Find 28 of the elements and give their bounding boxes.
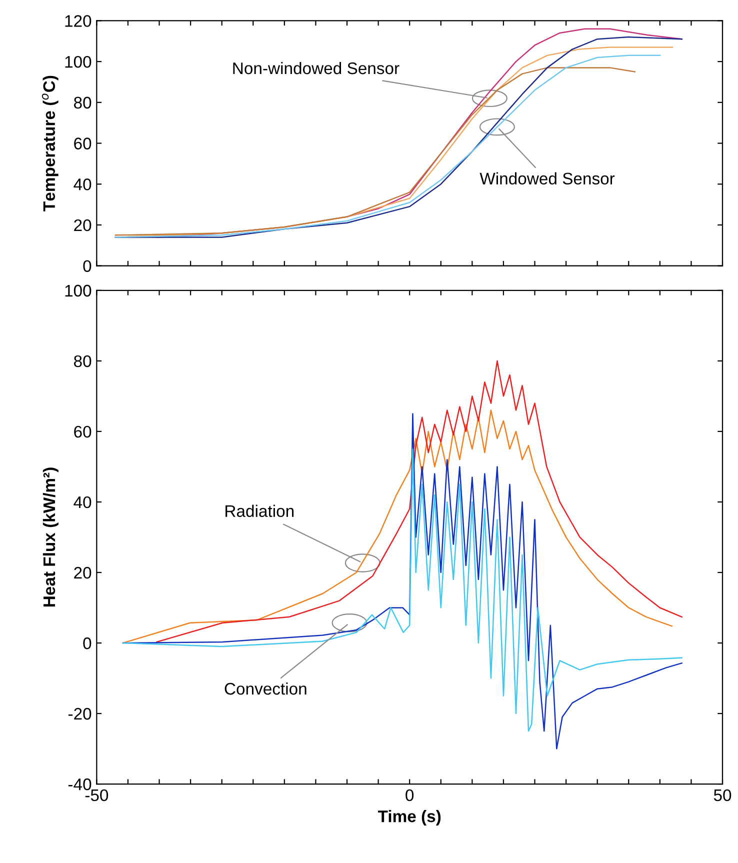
y-tick-label: 20 bbox=[74, 219, 92, 232]
annotation: Convection bbox=[224, 682, 306, 695]
x-tick-label: 50 bbox=[714, 789, 732, 802]
y-tick-label: 120 bbox=[65, 15, 92, 27]
line-series bbox=[156, 360, 682, 643]
annotation: Radiation bbox=[226, 504, 294, 518]
y-tick-label: 80 bbox=[74, 355, 92, 368]
y-tick-label: 80 bbox=[74, 96, 92, 109]
y-tick-label: -40 bbox=[68, 778, 92, 790]
y-tick-label: 40 bbox=[74, 178, 92, 190]
x-tick-label: 0 bbox=[406, 789, 414, 802]
y-tick-label: 0 bbox=[83, 637, 92, 650]
y-tick-label: 60 bbox=[74, 138, 92, 150]
line-series bbox=[122, 448, 682, 732]
y-tick-label: -20 bbox=[68, 708, 92, 720]
line-series bbox=[122, 410, 672, 644]
annotation: Windowed Sensor bbox=[480, 172, 615, 184]
y-tick-label: 40 bbox=[74, 496, 92, 508]
y-tick-label: 0 bbox=[83, 260, 92, 272]
y-axis-title: Temperature ($^{o}$C) bbox=[42, 76, 58, 212]
annotation: Non-windowed Sensor bbox=[233, 62, 400, 74]
y-tick-label: 60 bbox=[74, 426, 92, 438]
y-axis-title: Heat Flux (kW/m²) bbox=[42, 468, 58, 606]
y-tick-label: 100 bbox=[65, 284, 92, 297]
y-tick-label: 100 bbox=[65, 56, 92, 68]
y-tick-label: 20 bbox=[74, 566, 92, 579]
x-axis-title: Time (s) bbox=[378, 810, 441, 826]
x-tick-label: -50 bbox=[85, 789, 108, 802]
